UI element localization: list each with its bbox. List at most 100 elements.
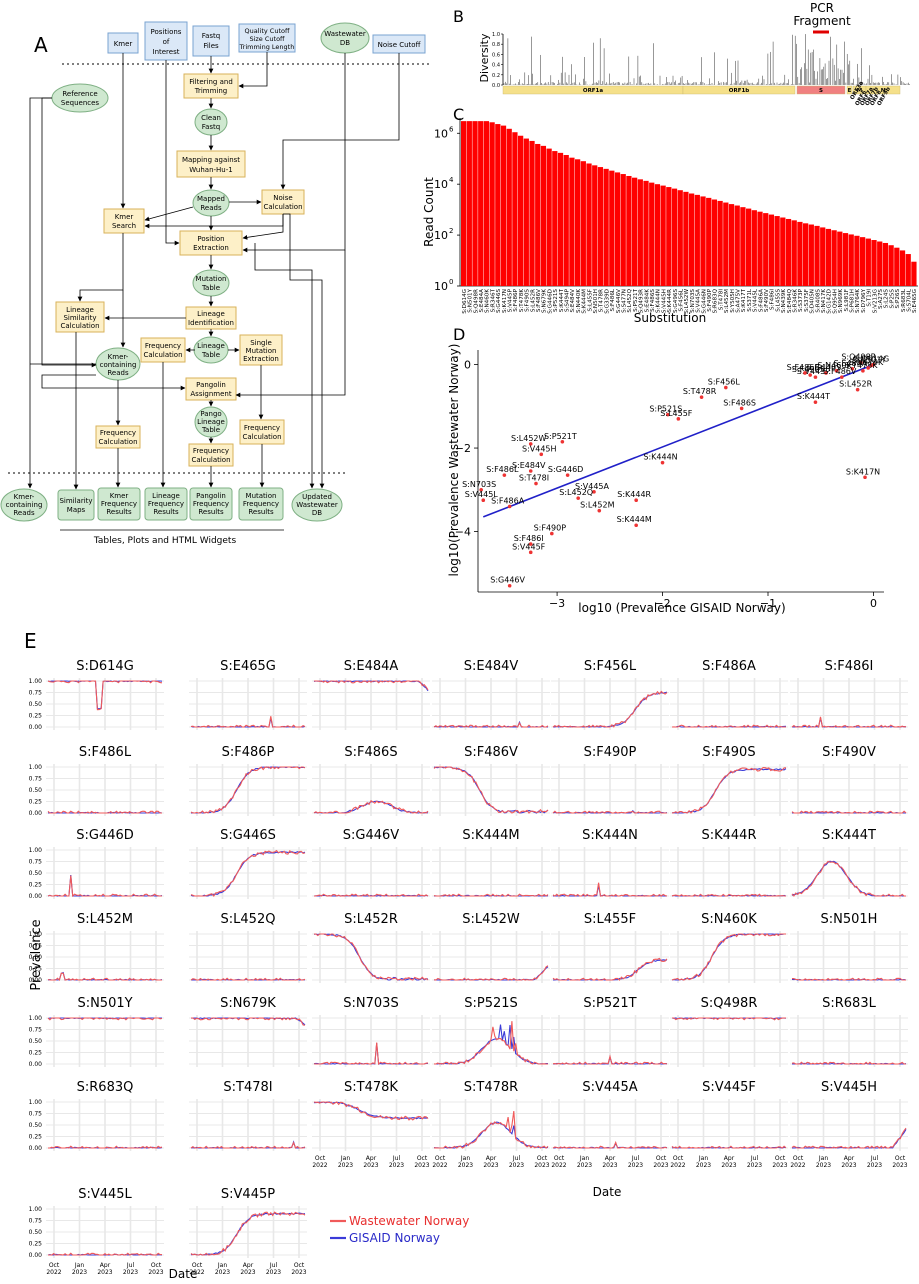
e-facet-title: S:G446V xyxy=(343,828,400,843)
c-xtick-label: S:N764K xyxy=(855,289,861,313)
e-series-wastewater xyxy=(791,860,906,897)
c-bar xyxy=(620,174,626,286)
freq-calc-b-2: Calculation xyxy=(98,438,137,446)
e-facet-title: S:E484V xyxy=(464,659,519,674)
c-bar xyxy=(592,165,598,286)
d-xtick-label: 0 xyxy=(870,597,877,610)
e-xtick-label: Jan xyxy=(74,1262,84,1269)
c-bar xyxy=(603,168,609,286)
out-lineage-freq-1: Lineage xyxy=(152,492,180,500)
c-bar xyxy=(871,240,877,286)
e-series-wastewater xyxy=(552,810,667,814)
out-kmer-freq-2: Frequency xyxy=(101,500,137,508)
e-xtick-label: Jan xyxy=(460,1155,470,1162)
e-facet-title: S:R683Q xyxy=(77,1080,134,1095)
d-point-label: S:N703S xyxy=(462,480,496,489)
e-ytick-label: 0.25 xyxy=(29,966,43,973)
c-bar xyxy=(728,204,735,286)
e-xtick-label: 2023 xyxy=(509,1162,524,1169)
c-bar xyxy=(911,261,917,286)
c-bar xyxy=(814,225,820,286)
kmer-search-2: Search xyxy=(112,222,136,230)
e-facet-title: S:P521S xyxy=(464,996,518,1011)
d-point xyxy=(660,460,665,465)
c-bar xyxy=(894,247,900,286)
d-point-label: S:F486P xyxy=(787,363,820,372)
c-bar xyxy=(746,208,752,286)
e-facet-title: S:N703S xyxy=(343,996,398,1011)
e-facet-title: S:K444R xyxy=(701,828,756,843)
e-facet-title: S:G446S xyxy=(220,828,276,843)
d-point-label: S:F486V xyxy=(823,367,857,376)
e-facet-title: S:F490V xyxy=(822,745,876,760)
d-ytick-label: −4 xyxy=(455,526,471,539)
c-xtick-label: S:V213G xyxy=(872,289,878,313)
e-facet-title: S:V445H xyxy=(821,1080,877,1095)
lineage-sim-3: Calculation xyxy=(60,322,99,330)
lineage-sim-1: Lineage xyxy=(66,306,94,314)
c-xtick-label: S:T19I xyxy=(867,289,873,307)
e-facet-title: S:N501H xyxy=(821,912,878,927)
e-series-wastewater xyxy=(47,875,162,898)
out-kmer-reads-1: Kmer- xyxy=(14,493,35,501)
c-bar xyxy=(825,228,832,286)
e-xtick-label: 2023 xyxy=(389,1162,404,1169)
c-xtick-label: S:L452R xyxy=(530,289,536,312)
e-series-wastewater xyxy=(552,957,668,981)
e-ytick-label: 0.00 xyxy=(29,724,43,731)
e-xtick-label: Jul xyxy=(750,1155,759,1162)
c-bar xyxy=(557,152,564,286)
flowchart-caption: Tables, Plots and HTML Widgets xyxy=(93,536,237,546)
e-facet-title: S:K444N xyxy=(582,828,638,843)
e-xtick-label: Oct xyxy=(151,1262,162,1269)
d-xtick-label: −1 xyxy=(760,597,776,610)
input-positions-2: of xyxy=(163,38,170,46)
e-series-wastewater xyxy=(433,766,549,814)
e-xtick-label: Apr xyxy=(605,1155,616,1162)
c-xtick-label: S:E484A xyxy=(479,289,485,313)
d-point xyxy=(724,385,728,390)
d-point-label: S:F486L xyxy=(486,465,519,474)
c-bar xyxy=(500,125,507,287)
e-xtick-label: 2023 xyxy=(816,1162,831,1169)
b-gene-label: E xyxy=(848,88,852,94)
input-quality-2: Size Cutoff xyxy=(249,35,285,43)
d-point xyxy=(824,371,828,375)
out-mutation-freq-3: Results xyxy=(248,508,274,516)
c-xtick-label: S:F456L xyxy=(678,288,684,311)
e-xtick-label: Oct xyxy=(315,1155,326,1162)
panel-label-a: A xyxy=(34,33,48,57)
d-xlabel: log10 (Prevalence GISAID Norway) xyxy=(578,601,785,615)
c-xtick-label: S:N439K xyxy=(781,289,787,313)
d-point-label: S:F490P xyxy=(534,524,567,533)
c-bar xyxy=(882,242,889,286)
e-ytick-label: 0.50 xyxy=(29,787,43,794)
c-bar xyxy=(837,231,843,286)
input-positions-1: Positions xyxy=(151,28,182,36)
e-series-wastewater xyxy=(190,977,306,981)
e-xtick-label: Oct xyxy=(554,1155,565,1162)
c-bar xyxy=(774,216,780,286)
c-xtick-label: S:P25S xyxy=(889,289,895,309)
c-bar xyxy=(848,234,854,286)
d-point xyxy=(863,475,867,480)
e-series-gisaid xyxy=(313,894,429,897)
e-xtick-label: 2023 xyxy=(841,1162,856,1169)
c-bar xyxy=(466,121,472,286)
c-xtick-label: S:S704L xyxy=(906,288,912,312)
e-ytick-label: 0.00 xyxy=(29,977,43,984)
e-facet-title: S:T478R xyxy=(464,1080,518,1095)
b-gene-label: S xyxy=(819,88,823,94)
c-xtick-label: S:G496S xyxy=(673,289,679,313)
freq-calc-d-1: Frequency xyxy=(244,424,280,432)
e-facet-title: S:F486I xyxy=(825,659,874,674)
c-ytick-exp: 0 xyxy=(449,278,453,286)
c-xtick-label: S:N501Y xyxy=(468,288,474,312)
c-ytick-base: 10 xyxy=(434,280,448,293)
out-pangolin-freq-1: Pangolin xyxy=(196,492,226,500)
c-bar xyxy=(489,122,495,286)
c-bar xyxy=(711,199,718,286)
c-bar xyxy=(478,121,484,286)
